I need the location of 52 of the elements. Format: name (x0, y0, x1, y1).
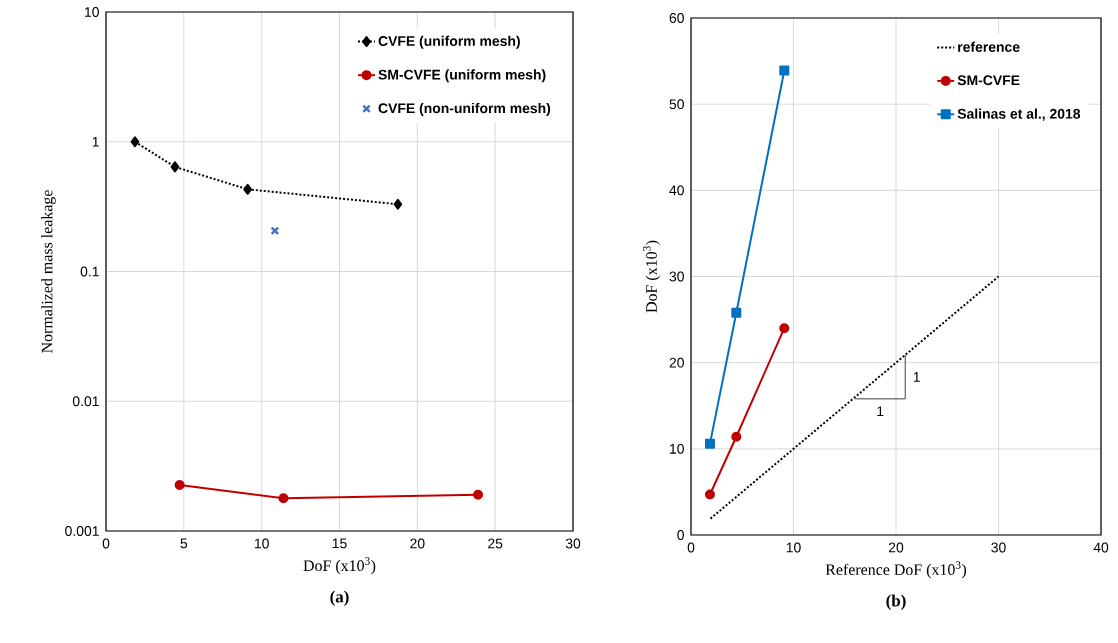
x-tick-label: 15 (332, 538, 347, 549)
x-axis-title: DoF (x10$^{3}$) (303, 557, 376, 575)
y-tick-label: 0 (677, 530, 684, 540)
point (704, 438, 715, 449)
point (731, 431, 742, 442)
annotation: 1 (877, 406, 884, 416)
x-tick-label: 0 (687, 542, 695, 553)
annotation: 1 (913, 372, 920, 382)
legend-label: CVFE (uniform mesh) (378, 35, 520, 49)
x-tick-label: 30 (991, 542, 1006, 553)
y-tick-label: 50 (669, 99, 684, 110)
y-tick-label: 0.1 (80, 266, 99, 277)
x-tick-label: 40 (1093, 542, 1109, 553)
y-tick-label: 30 (669, 271, 684, 282)
legend-label: SM-CVFE (uniform mesh) (378, 69, 546, 83)
point (393, 198, 403, 210)
x-tick-label: 20 (888, 542, 904, 553)
y-tick-label: 40 (669, 185, 684, 196)
legend-label: CVFE (non-uniform mesh) (378, 102, 551, 116)
point (270, 226, 280, 236)
x-tick-label: 5 (180, 538, 188, 549)
point (170, 161, 180, 173)
text: (b) (886, 594, 906, 610)
y-tick-label: 1 (92, 136, 99, 147)
point (130, 136, 140, 148)
y-tick-label: 0.001 (65, 526, 99, 536)
x-tick-label: 10 (254, 538, 269, 549)
point (779, 323, 790, 334)
y-tick-label: 10 (85, 7, 99, 17)
text: (a) (330, 590, 349, 606)
legend-label: Salinas et al., 2018 (957, 108, 1081, 121)
y-axis-title: Normalized mass leakage (41, 190, 56, 353)
x-tick-label: 0 (102, 538, 110, 549)
point (473, 489, 484, 500)
x-tick-label: 10 (786, 542, 801, 553)
point (243, 183, 253, 195)
point (731, 307, 742, 318)
x-tick-label: 25 (488, 538, 503, 549)
point (779, 65, 790, 76)
x-tick-label: 20 (410, 538, 425, 549)
x-axis-title: Reference DoF (x10$^{3}$) (825, 561, 967, 579)
y-axis-title: DoF (x10$^{3}$) (643, 240, 661, 313)
point (704, 489, 715, 500)
point (174, 480, 185, 491)
y-tick-label: 10 (670, 443, 684, 454)
y-tick-label: 20 (669, 357, 684, 368)
y-tick-label: 60 (669, 13, 684, 23)
legend-label: reference (958, 41, 1020, 52)
y-tick-label: 0.01 (72, 396, 99, 407)
x-tick-label: 30 (565, 538, 581, 549)
point (278, 493, 289, 504)
legend-label: SM-CVFE (957, 75, 1020, 86)
